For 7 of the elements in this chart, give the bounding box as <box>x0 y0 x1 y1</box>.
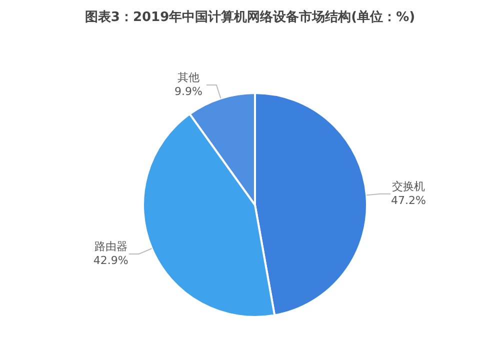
slice-label: 其他 <box>177 71 200 84</box>
data-label: 47.2% <box>391 194 426 207</box>
slice-label: 路由器 <box>94 240 128 253</box>
slice-label: 交换机 <box>392 180 426 193</box>
data-label: 42.9% <box>93 254 128 267</box>
chart-title: 图表3：2019年中国计算机网络设备市场结构(单位：%) <box>84 8 416 26</box>
data-label: 9.9% <box>174 85 202 98</box>
